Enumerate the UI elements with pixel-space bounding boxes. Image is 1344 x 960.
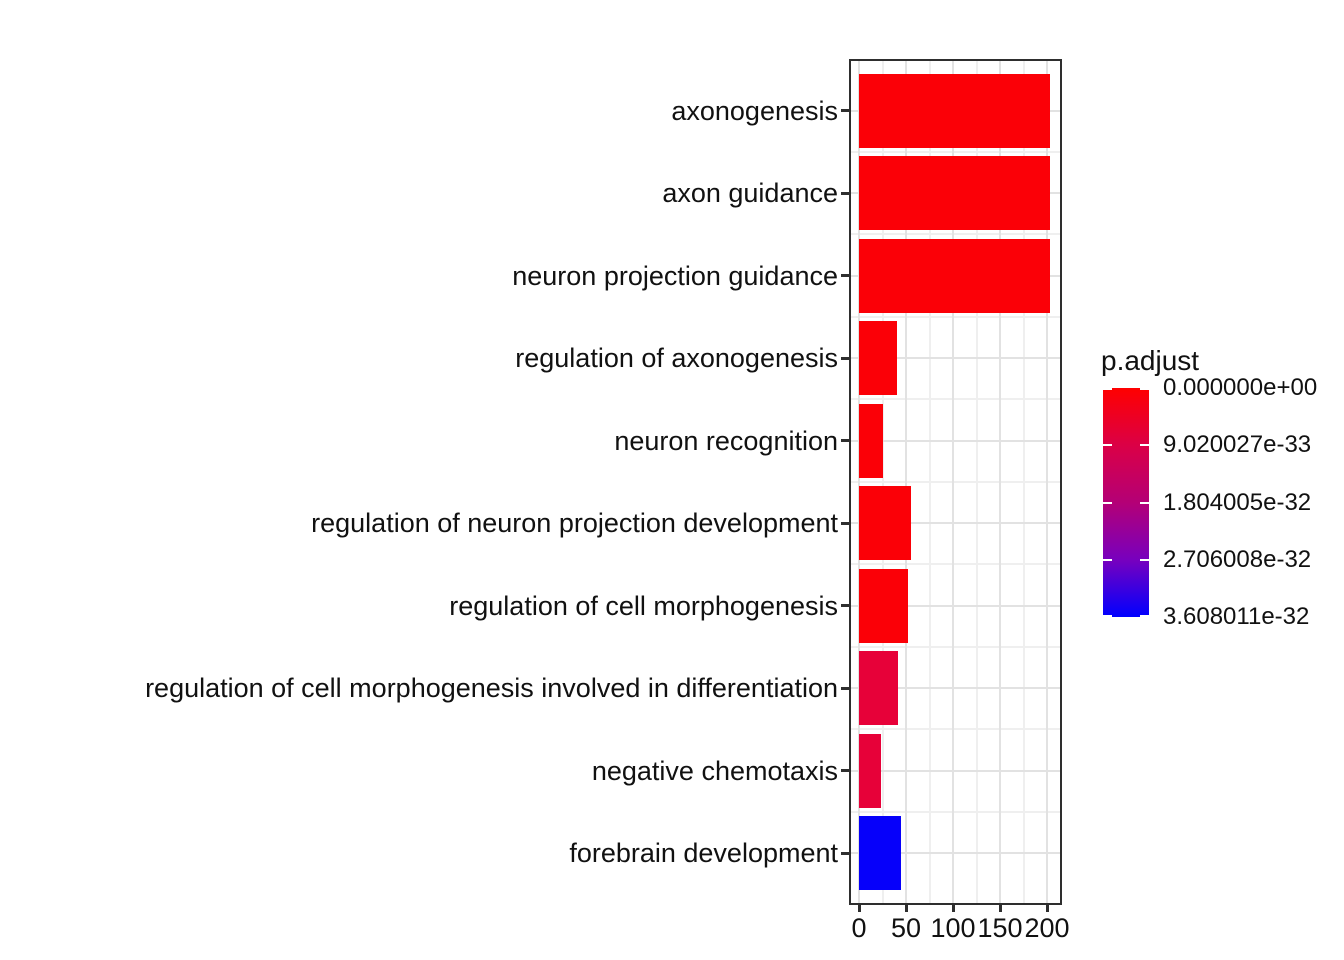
y-axis-tick bbox=[841, 604, 849, 607]
gridline-horizontal-major bbox=[851, 852, 1060, 854]
colorbar-tick bbox=[1103, 444, 1112, 447]
bar bbox=[859, 486, 911, 560]
gridline-horizontal-major bbox=[851, 687, 1060, 689]
y-axis-tick bbox=[841, 109, 849, 112]
x-axis-tick bbox=[904, 905, 908, 912]
x-axis-tick bbox=[998, 905, 1002, 912]
x-axis-tick bbox=[857, 905, 861, 912]
colorbar-tick bbox=[1103, 615, 1112, 617]
gridline-horizontal-major bbox=[851, 522, 1060, 524]
x-axis-tick bbox=[1045, 905, 1049, 912]
x-axis-tick bbox=[951, 905, 955, 912]
x-axis-tick-label: 150 bbox=[977, 913, 1023, 943]
legend-tick-label: 3.608011e-32 bbox=[1163, 603, 1310, 630]
gridline-horizontal-minor bbox=[851, 810, 1060, 813]
gridline-horizontal-minor bbox=[851, 728, 1060, 731]
legend-tick-label: 0.000000e+00 bbox=[1163, 374, 1318, 401]
legend-title: p.adjust bbox=[1101, 345, 1200, 376]
y-axis-tick bbox=[841, 769, 849, 772]
gridline-vertical-major bbox=[858, 61, 860, 903]
gridline-horizontal-major bbox=[851, 357, 1060, 359]
gridline-horizontal-minor bbox=[851, 398, 1060, 401]
colorbar-tick bbox=[1103, 558, 1112, 561]
y-axis-tick bbox=[841, 439, 849, 442]
colorbar-tick bbox=[1140, 444, 1149, 447]
gridline-horizontal-minor bbox=[851, 563, 1060, 566]
y-axis-tick bbox=[841, 356, 849, 360]
legend-tick-label: 9.020027e-33 bbox=[1163, 431, 1312, 459]
gridline-horizontal-minor bbox=[851, 645, 1060, 648]
y-axis-tick bbox=[841, 191, 849, 195]
colorbar-tick bbox=[1103, 501, 1112, 504]
y-axis-label: regulation of cell morphogenesis involve… bbox=[145, 673, 838, 703]
y-axis-label: forebrain development bbox=[569, 838, 838, 868]
legend-tick-label: 1.804005e-32 bbox=[1163, 488, 1312, 516]
x-axis-tick-label: 0 bbox=[851, 913, 867, 943]
y-axis-tick bbox=[841, 521, 849, 525]
colorbar-tick bbox=[1140, 558, 1149, 561]
y-axis-label: axon guidance bbox=[662, 178, 838, 208]
bar bbox=[859, 403, 884, 478]
y-axis-label: negative chemotaxis bbox=[591, 755, 838, 786]
colorbar-tick bbox=[1140, 615, 1149, 617]
bar bbox=[859, 238, 1050, 313]
gridline-horizontal-minor bbox=[851, 480, 1060, 483]
gridline-horizontal-minor bbox=[851, 233, 1060, 236]
gridline-vertical-major bbox=[1046, 61, 1048, 903]
y-axis-label: neuron recognition bbox=[614, 425, 838, 456]
y-axis-label: regulation of cell morphogenesis bbox=[449, 590, 838, 621]
gridline-horizontal-major bbox=[851, 439, 1060, 442]
y-axis-label: neuron projection guidance bbox=[512, 260, 838, 291]
bar bbox=[859, 733, 881, 808]
gridline-horizontal-major bbox=[851, 604, 1060, 607]
y-axis-tick bbox=[841, 851, 849, 855]
bar bbox=[859, 321, 897, 395]
gridline-vertical-major bbox=[905, 61, 907, 903]
bar bbox=[859, 156, 1050, 230]
x-axis-tick-label: 200 bbox=[1024, 913, 1070, 943]
bar bbox=[859, 73, 1050, 148]
colorbar-tick bbox=[1140, 388, 1149, 390]
y-axis-tick bbox=[841, 274, 849, 277]
legend-colorbar-gradient bbox=[1103, 388, 1149, 617]
colorbar-tick bbox=[1140, 501, 1149, 504]
gridline-vertical-major bbox=[999, 61, 1001, 903]
gridline-vertical-major bbox=[952, 61, 954, 903]
gridline-horizontal-major bbox=[851, 769, 1060, 772]
bar bbox=[859, 816, 902, 890]
y-axis-label: regulation of axonogenesis bbox=[515, 343, 838, 373]
gridline-horizontal-minor bbox=[851, 315, 1060, 318]
bar bbox=[859, 651, 898, 725]
gridline-horizontal-minor bbox=[851, 150, 1060, 153]
x-axis-tick-label: 100 bbox=[930, 913, 976, 943]
bar bbox=[859, 568, 908, 643]
y-axis-label: regulation of neuron projection developm… bbox=[311, 508, 838, 538]
y-axis-label: axonogenesis bbox=[671, 95, 838, 126]
y-axis-tick bbox=[841, 686, 849, 690]
colorbar-tick bbox=[1103, 388, 1112, 390]
x-axis-tick-label: 50 bbox=[890, 913, 922, 943]
plot-panel bbox=[849, 59, 1062, 905]
legend-tick-label: 2.706008e-32 bbox=[1163, 545, 1312, 573]
